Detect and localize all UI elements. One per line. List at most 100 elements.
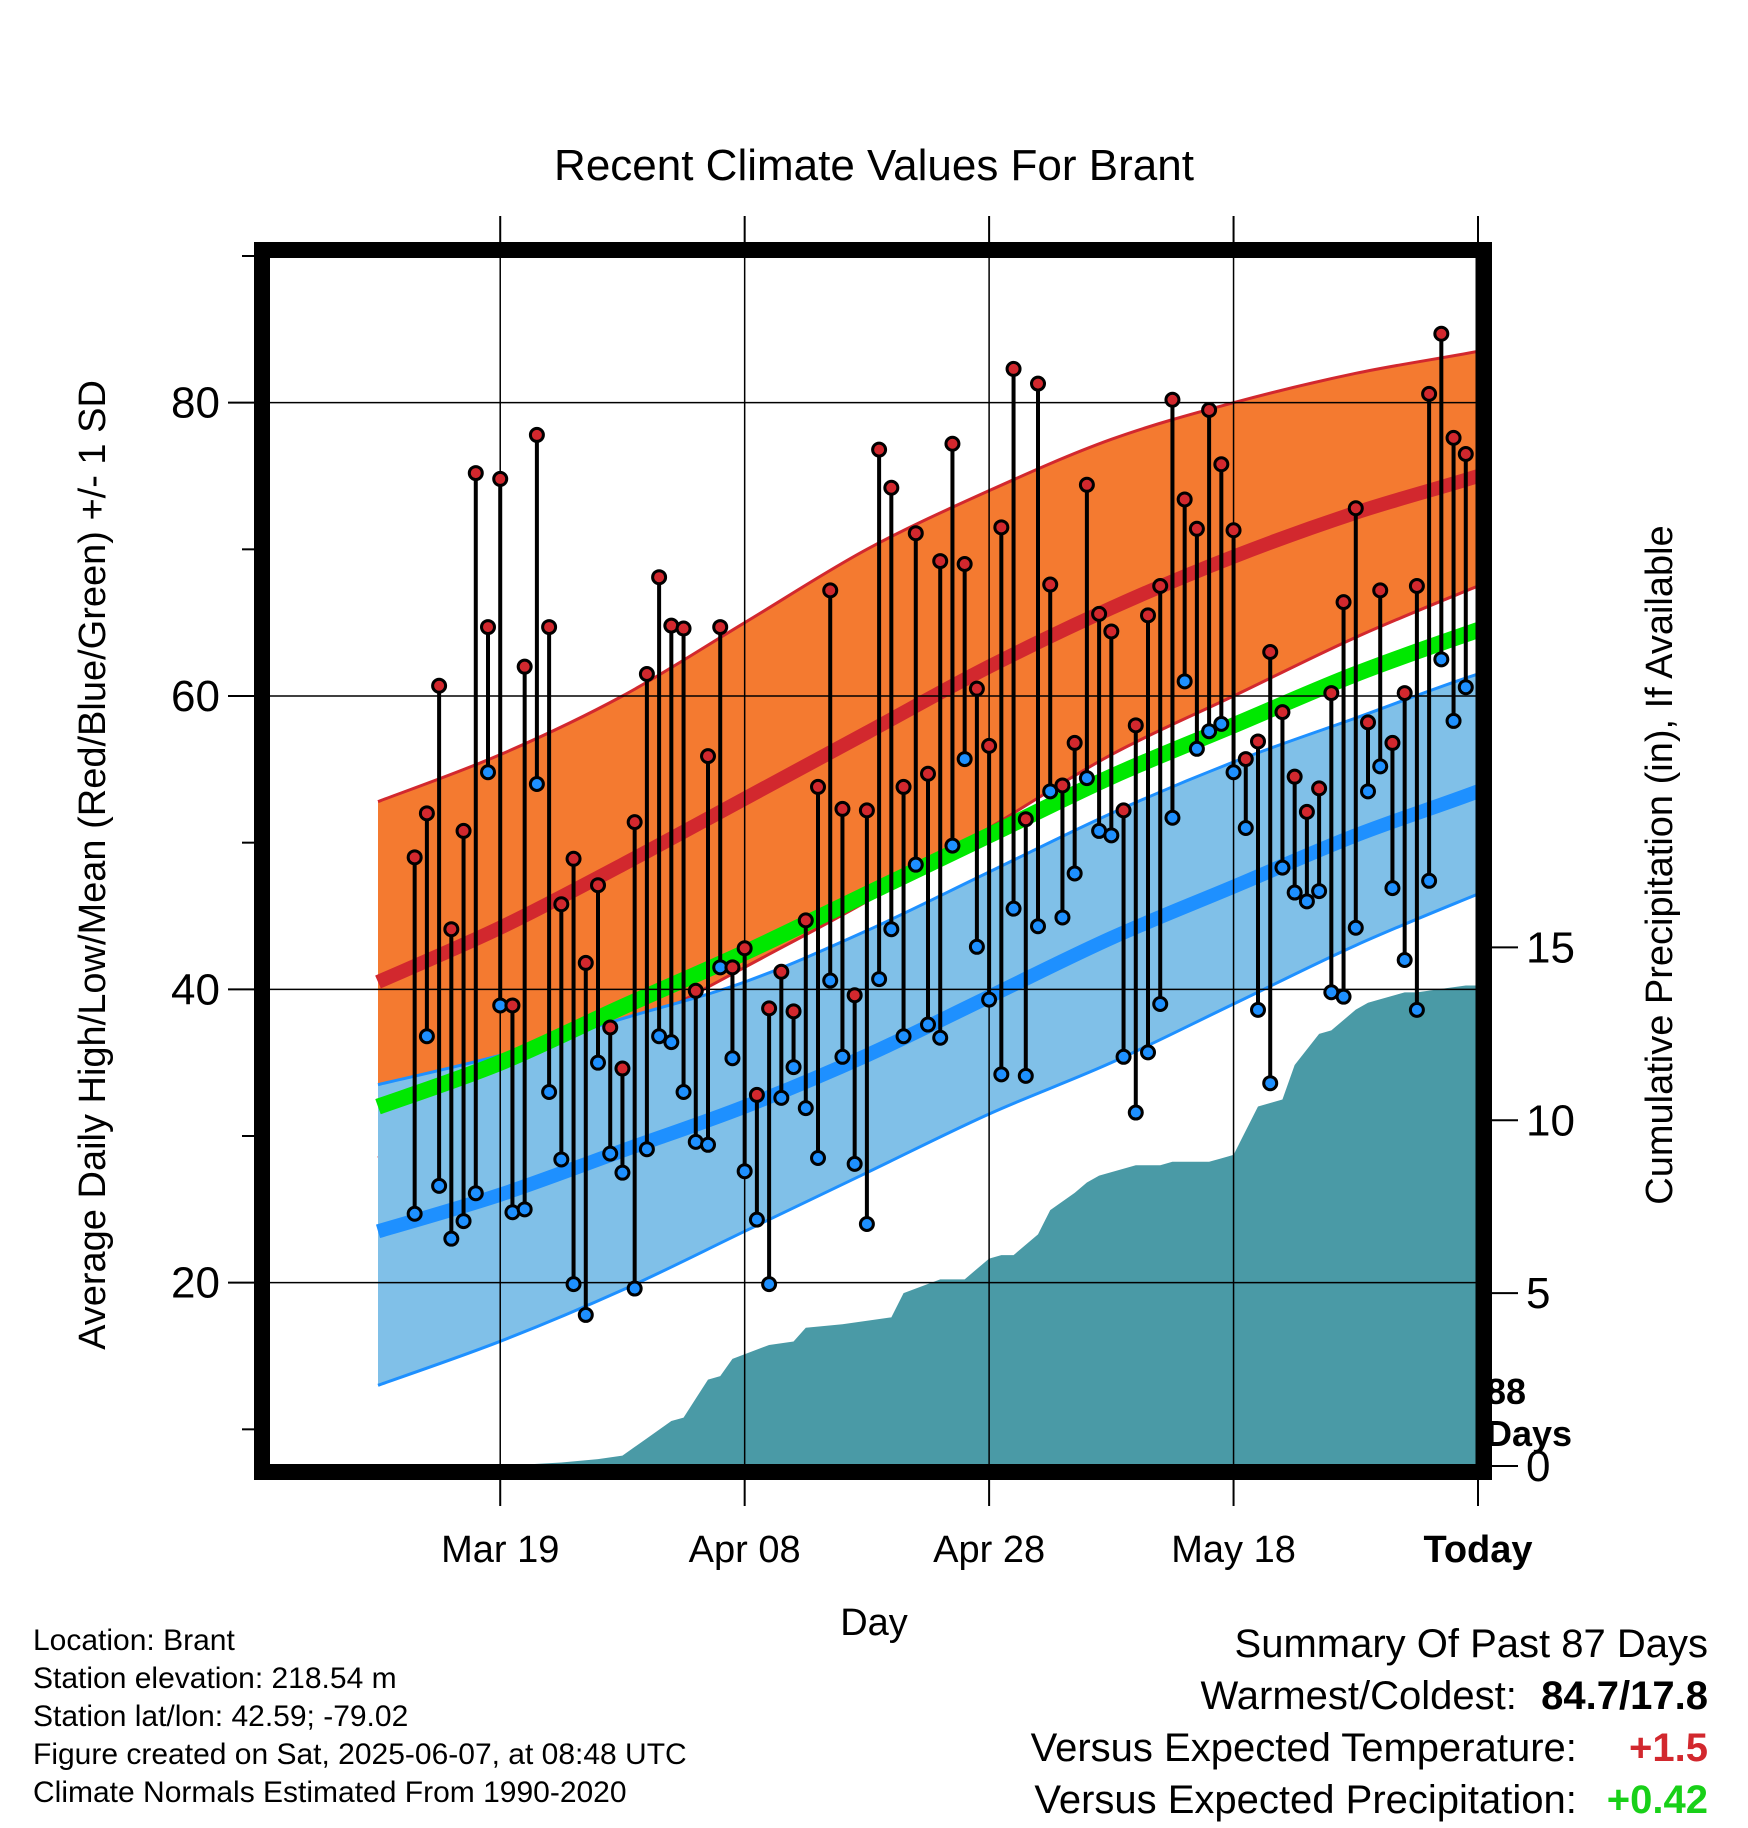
low-point (1347, 919, 1364, 936)
high-point (1384, 734, 1401, 751)
high-point (810, 778, 826, 795)
low-point (993, 1066, 1010, 1083)
high-point (907, 525, 924, 542)
low-point (1213, 715, 1230, 732)
x-tick-label: May 18 (1171, 1529, 1296, 1571)
low-point (883, 921, 900, 938)
high-point (1066, 734, 1083, 751)
high-point (1201, 402, 1218, 418)
high-point (577, 954, 594, 971)
low-point (871, 971, 888, 988)
high-point (920, 765, 936, 782)
daily-values (406, 325, 1474, 1323)
high-point (712, 619, 729, 636)
high-point (1335, 594, 1352, 611)
high-point (541, 619, 558, 636)
high-point (1274, 704, 1291, 721)
low-point (822, 972, 839, 989)
high-point (638, 666, 655, 682)
low-point (638, 1141, 655, 1158)
x-tick-label: Today (1423, 1529, 1532, 1571)
y-tick-label: 20 (171, 1259, 220, 1308)
latlon-text: Station lat/lon: 42.59; -79.02 (33, 1700, 409, 1733)
x-tick-label: Apr 08 (689, 1529, 801, 1571)
high-point (516, 658, 533, 675)
high-point (773, 963, 790, 980)
high-point (871, 441, 888, 458)
warm-cold-row: Warmest/Coldest: 84.7/17.8 (1031, 1670, 1709, 1722)
high-point (553, 896, 570, 913)
high-point (1225, 522, 1242, 539)
high-point (1237, 751, 1254, 768)
high-point (761, 1000, 778, 1017)
low-point (1274, 859, 1291, 876)
low-point (895, 1028, 912, 1045)
high-point (981, 737, 998, 754)
high-point (602, 1019, 619, 1036)
high-point (993, 519, 1010, 536)
low-point (1262, 1075, 1279, 1092)
low-point (834, 1048, 851, 1065)
low-point (1042, 783, 1059, 800)
y2-tick-label: 10 (1526, 1096, 1575, 1145)
axes: 20 40 60 80 0 5 10 15 Mar 19 Apr 08 Apr 28 May 18 To… (171, 216, 1575, 1571)
low-point (577, 1306, 594, 1323)
low-point (1152, 996, 1169, 1012)
high-point (1250, 733, 1266, 750)
high-point (858, 802, 875, 819)
low-point (1017, 1067, 1034, 1084)
low-point (1298, 893, 1315, 910)
low-point (1421, 872, 1438, 889)
high-point (883, 479, 900, 496)
warm-cold-value: 84.7/17.8 (1541, 1674, 1708, 1718)
low-point (516, 1201, 533, 1218)
low-point (675, 1084, 692, 1100)
low-point (1127, 1104, 1144, 1121)
chart-title: Recent Climate Values For Brant (554, 141, 1194, 190)
low-point (944, 837, 961, 854)
high-point (822, 582, 839, 599)
low-point (1237, 820, 1254, 836)
high-point (797, 912, 814, 929)
high-point (956, 556, 973, 572)
x-tick-label: Apr 28 (933, 1529, 1045, 1571)
high-point (1091, 605, 1108, 622)
low-point (565, 1276, 582, 1293)
high-point (1176, 491, 1193, 508)
high-point (834, 800, 851, 817)
y-axis-label: Average Daily High/Low/Mean (Red/Blue/Gr… (72, 380, 114, 1350)
high-point (1445, 429, 1462, 446)
high-point (944, 435, 961, 452)
high-point (1078, 476, 1095, 493)
low-point (1286, 884, 1303, 901)
high-point (895, 778, 912, 795)
high-point (492, 470, 509, 487)
low-point (1054, 909, 1071, 926)
low-point (467, 1185, 484, 1202)
temp-value: +1.5 (1629, 1726, 1708, 1770)
low-point (810, 1150, 826, 1166)
high-point (1286, 768, 1303, 785)
low-point (663, 1034, 680, 1051)
low-point (1250, 1001, 1266, 1018)
high-point (1030, 375, 1046, 392)
high-point (1262, 644, 1279, 660)
high-point (724, 959, 741, 976)
high-point (443, 921, 460, 938)
precip-value: +0.42 (1606, 1778, 1708, 1822)
low-point (1078, 770, 1095, 787)
high-point (1457, 446, 1474, 462)
low-point (1225, 764, 1242, 781)
low-point (1360, 783, 1376, 800)
low-point (907, 856, 924, 873)
low-point (528, 776, 545, 792)
low-point (431, 1177, 448, 1194)
created-text: Figure created on Sat, 2025-06-07, at 08… (33, 1738, 687, 1771)
low-point (736, 1163, 753, 1180)
low-point (1005, 900, 1022, 917)
low-point (443, 1230, 460, 1247)
high-point (932, 553, 949, 570)
low-point (846, 1155, 863, 1172)
high-point (1421, 385, 1438, 402)
